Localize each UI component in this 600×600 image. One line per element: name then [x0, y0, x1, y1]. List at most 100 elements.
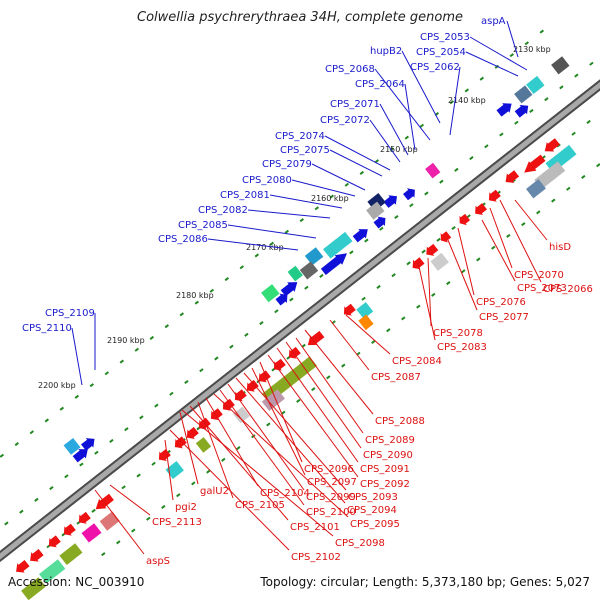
reverse-gene — [426, 243, 439, 256]
tick-mark — [379, 226, 384, 231]
reverse-label-leader — [181, 409, 334, 537]
tick-mark — [589, 61, 594, 66]
tick-mark — [239, 265, 245, 270]
reverse-label-leader — [285, 341, 362, 449]
tick-mark — [254, 253, 260, 258]
tick-mark — [436, 237, 441, 242]
reverse-gene — [174, 436, 187, 449]
tick-mark — [74, 394, 80, 399]
tick-mark — [214, 356, 219, 361]
tick-mark — [376, 284, 381, 289]
reverse-gene — [210, 408, 223, 421]
forward-gene — [403, 188, 415, 201]
reverse-gene — [78, 511, 91, 524]
reverse-gene-label: CPS_2101 — [290, 522, 340, 533]
genome-summary-text: Topology: circular; Length: 5,373,180 bp… — [260, 575, 590, 589]
tick-mark — [439, 179, 444, 184]
tick-mark — [191, 481, 196, 486]
tick-mark — [29, 430, 35, 435]
reverse-gene-label: CPS_2105 — [235, 500, 285, 511]
reverse-gene — [222, 398, 235, 411]
reverse-gene — [95, 493, 114, 510]
reverse-gene-label: CPS_2096 — [304, 464, 354, 475]
tick-mark — [514, 120, 519, 125]
tick-mark — [476, 257, 481, 262]
reverse-gene-label: CPS_2102 — [291, 552, 341, 563]
reverse-label-leader — [219, 389, 305, 506]
reverse-label-leader — [164, 439, 174, 501]
forward-gene — [526, 75, 545, 94]
forward-gene — [551, 56, 570, 75]
tick-mark — [176, 493, 181, 498]
forward-gene — [81, 438, 95, 451]
reverse-label-leader — [189, 405, 289, 521]
reverse-gene — [48, 535, 61, 548]
reverse-label-leader — [304, 329, 374, 415]
forward-gene-label: hupB2 — [370, 46, 402, 57]
reverse-gene-label: CPS_2091 — [360, 464, 410, 475]
forward-gene-label: CPS_2110 — [22, 323, 72, 334]
tick-mark — [461, 269, 466, 274]
forward-gene — [496, 103, 512, 117]
reverse-gene-label: CPS_2087 — [371, 372, 421, 383]
forward-label-leader — [401, 50, 441, 124]
forward-label-leader — [311, 163, 366, 191]
reverse-gene — [505, 170, 520, 183]
reverse-label-leader — [169, 429, 290, 551]
reverse-label-leader — [489, 207, 513, 269]
tick-mark — [341, 363, 346, 368]
accession-text: Accession: NC_003910 — [8, 575, 145, 589]
reverse-gene-label: galU2 — [200, 486, 229, 497]
forward-gene-label: CPS_2081 — [220, 190, 270, 201]
reverse-gene — [544, 138, 560, 152]
scale-label: 2150 kbp — [380, 145, 418, 154]
forward-gene-label: CPS_2085 — [178, 220, 228, 231]
reverse-gene — [343, 303, 356, 316]
reverse-gene — [356, 302, 374, 319]
tick-mark — [524, 41, 530, 46]
forward-label-leader — [374, 68, 431, 141]
forward-gene — [514, 85, 533, 104]
reverse-gene-label: CPS_2070 — [514, 270, 564, 281]
tick-mark — [469, 156, 474, 161]
reverse-label-leader — [227, 383, 305, 491]
tick-mark — [14, 442, 20, 447]
reverse-gene — [475, 203, 487, 215]
scale-label: 2190 kbp — [107, 336, 145, 345]
reverse-gene-label: pgi2 — [175, 502, 197, 513]
tick-mark — [121, 485, 126, 490]
tick-mark — [109, 438, 114, 443]
reverse-label-leader — [427, 257, 432, 327]
reverse-gene — [246, 379, 259, 392]
forward-gene — [72, 449, 88, 463]
reverse-gene — [488, 189, 501, 202]
tick-mark — [284, 229, 290, 234]
tick-mark — [4, 521, 9, 526]
tick-mark — [491, 245, 496, 250]
forward-label-leader — [324, 135, 391, 171]
tick-mark — [299, 218, 304, 223]
reverse-gene — [288, 346, 301, 359]
scale-label: 2180 kbp — [176, 291, 214, 300]
forward-label-leader — [449, 66, 461, 136]
tick-mark — [116, 540, 121, 545]
forward-label-leader — [71, 327, 83, 386]
tick-mark — [446, 281, 451, 286]
forward-label-leader — [369, 119, 401, 163]
forward-label-leader — [465, 51, 519, 77]
reverse-gene — [81, 523, 102, 543]
tick-mark — [566, 186, 571, 191]
forward-gene-label: CPS_2109 — [45, 308, 95, 319]
forward-label-leader — [207, 238, 299, 251]
tick-mark — [274, 309, 279, 314]
reverse-gene — [39, 559, 66, 584]
forward-gene-label: CPS_2072 — [320, 115, 370, 126]
forward-gene-label: CPS_2080 — [242, 175, 292, 186]
forward-gene — [261, 284, 280, 303]
forward-gene — [280, 282, 298, 297]
tick-mark — [431, 292, 436, 297]
forward-label-leader — [404, 83, 416, 151]
backbone — [0, 81, 600, 560]
tick-mark — [304, 285, 309, 290]
tick-mark — [409, 203, 414, 208]
